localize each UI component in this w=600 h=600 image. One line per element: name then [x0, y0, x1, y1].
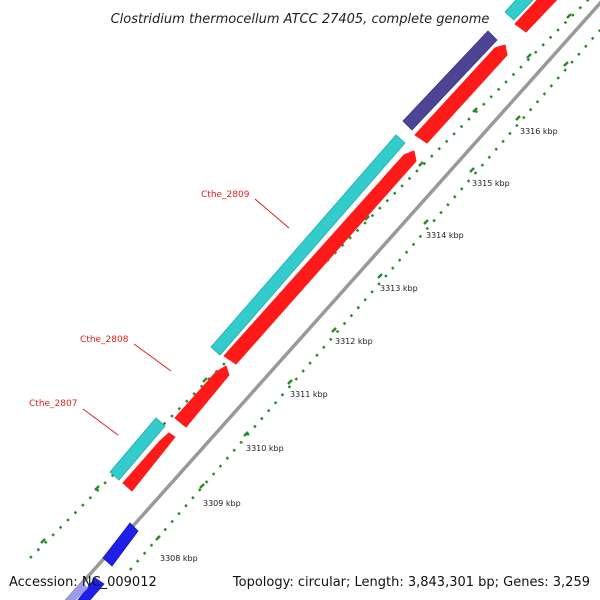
tick-label: 3310 kbp: [246, 444, 284, 453]
tick-label: 3315 kbp: [472, 179, 510, 188]
gene-label-cthe-2809[interactable]: Cthe_2809: [201, 190, 250, 200]
callout-cthe-2807: [82, 408, 119, 436]
cds-red-3: [223, 150, 417, 365]
tick-label: 3309 kbp: [203, 499, 241, 508]
cds-track-cyan: [109, 0, 534, 481]
cds-cyan-2: [210, 134, 406, 356]
cds-blue-1: [102, 522, 139, 567]
cds-cyan-3: [504, 0, 534, 21]
inner-tick-dashes: [155, 61, 569, 541]
tick-label: 3316 kbp: [520, 127, 558, 136]
cds-track-blue: [66, 522, 139, 600]
tick-label: 3311 kbp: [290, 390, 328, 399]
tick-label: 3308 kbp: [160, 554, 198, 563]
genome-backbone: [64, 0, 600, 600]
accession-text: Accession: NC_009012: [9, 575, 157, 590]
cds-track-purple: [402, 30, 498, 131]
inner-dotted-guide: [129, 29, 600, 571]
callout-cthe-2808: [133, 343, 172, 372]
cds-red-1: [122, 432, 176, 492]
gene-label-cthe-2808[interactable]: Cthe_2808: [80, 335, 129, 345]
cds-red-4: [414, 44, 508, 144]
cds-purple-1: [402, 30, 498, 131]
cds-blue-2: [77, 577, 105, 600]
cds-red-2: [174, 365, 230, 428]
tick-label: 3314 kbp: [426, 231, 464, 240]
gene-callout-lines: [82, 198, 290, 436]
tick-labels: 3308 kbp 3309 kbp 3310 kbp 3311 kbp 3312…: [160, 127, 558, 563]
map-title: Clostridium thermocellum ATCC 27405, com…: [111, 12, 490, 27]
tick-label: 3312 kbp: [335, 337, 373, 346]
cds-track-red: [122, 0, 558, 492]
tick-label: 3313 kbp: [380, 284, 418, 293]
callout-cthe-2809: [254, 198, 290, 229]
gene-label-cthe-2807[interactable]: Cthe_2807: [29, 399, 77, 409]
gene-labels: Cthe_2807 Cthe_2808 Cthe_2809: [29, 190, 250, 409]
cds-red-5: [514, 0, 558, 33]
cds-cyan-1: [109, 417, 166, 481]
topology-text: Topology: circular; Length: 3,843,301 bp…: [232, 575, 590, 590]
cds-blue-faint: [66, 582, 88, 600]
